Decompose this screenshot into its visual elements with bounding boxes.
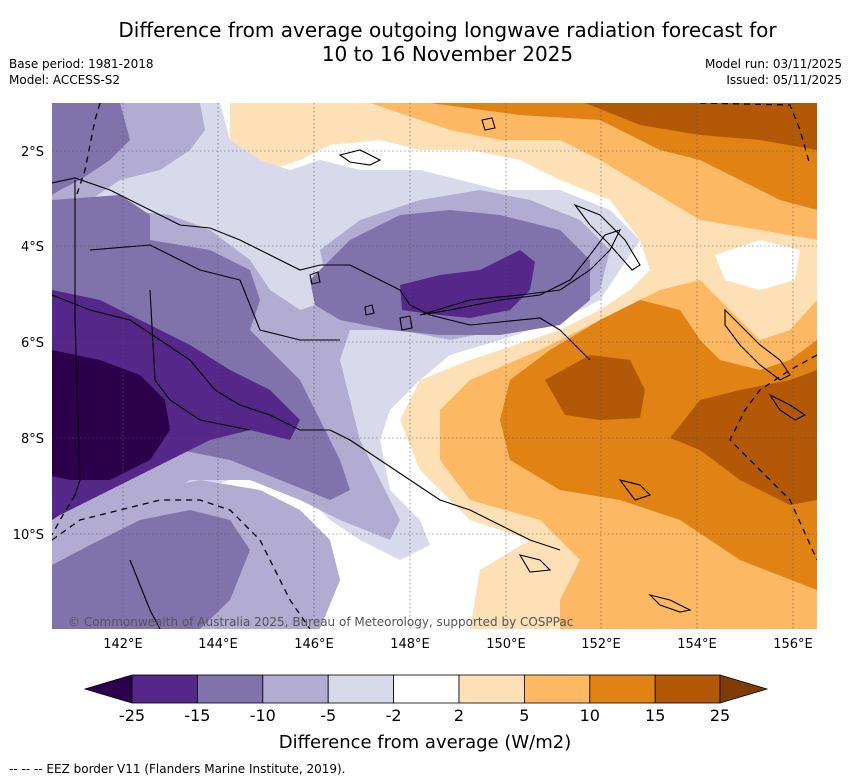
colorbar-tick: 5 (519, 706, 529, 725)
lon-label: 142°E (103, 637, 143, 652)
trobriand (518, 554, 552, 573)
contour-positive-10-15 (430, 103, 817, 590)
contour-neutral-island (715, 240, 800, 290)
province-border-2 (239, 279, 340, 341)
gridlines (52, 103, 817, 629)
contour-negative-10-15-center (310, 210, 590, 335)
colorbar-title: Difference from average (W/m2) (279, 732, 571, 753)
lat-label: 2°S (21, 145, 44, 160)
title-line-1: Difference from average outgoing longwav… (118, 18, 777, 42)
map-title: Difference from average outgoing longwav… (0, 18, 850, 66)
border-png-indonesia (74, 180, 81, 496)
lat-label: 6°S (21, 336, 44, 351)
colorbar-segment (196, 674, 264, 704)
manus (481, 117, 496, 131)
model-name: Model: ACCESS-S2 (9, 73, 121, 87)
colorbar-tick: 15 (645, 706, 665, 725)
d-entrecasteaux (618, 479, 652, 501)
eez-borders (52, 103, 817, 629)
lon-label: 152°E (581, 637, 621, 652)
colorbar-segment (524, 674, 591, 704)
lon-label: 148°E (390, 637, 430, 652)
colorbar-segment (131, 674, 198, 704)
new-guinea-south-coast (52, 294, 561, 551)
colorbar: -25 -15 -10 -5 -2 2 5 10 15 25 Differenc… (83, 674, 769, 753)
colorbar-segment (458, 674, 525, 704)
copyright-notice: © Commonwealth of Australia 2025, Bureau… (68, 615, 573, 629)
contour-positive-15-25-east (670, 370, 817, 505)
lon-label: 156°E (773, 637, 813, 652)
colorbar-tick: -10 (250, 706, 276, 725)
lat-label: 10°S (13, 528, 44, 543)
solomon-islands (768, 393, 807, 421)
contour-positive-15-25-north (585, 103, 817, 150)
colorbar-tick: -15 (184, 706, 210, 725)
province-border-3 (89, 244, 241, 281)
meta-right: Model run: 03/11/2025 Issued: 05/11/2025 (705, 56, 842, 88)
base-period: Base period: 1981-2018 (9, 57, 154, 71)
lon-label: 154°E (677, 637, 717, 652)
long-island (364, 304, 375, 316)
colorbar-segment (589, 674, 656, 704)
colorbar-tick: -5 (320, 706, 336, 725)
anomaly-contours (52, 103, 817, 629)
colorbar-segment (654, 674, 721, 704)
umboi (399, 315, 413, 331)
lon-label: 144°E (198, 637, 238, 652)
colorbar-tick: 10 (580, 706, 600, 725)
colorbar-tick: -2 (386, 706, 402, 725)
latitude-labels: 2°S 4°S 6°S 8°S 10°S (13, 145, 44, 543)
lon-label: 150°E (486, 637, 526, 652)
louisiade (648, 593, 692, 613)
lat-label: 8°S (21, 432, 44, 447)
colorbar-segment (327, 674, 395, 704)
coastlines (52, 117, 807, 629)
meta-left: Base period: 1981-2018 Model: ACCESS-S2 (9, 56, 154, 88)
issued-date: Issued: 05/11/2025 (726, 73, 842, 87)
colorbar-extend-low (83, 674, 133, 704)
longitude-labels: 142°E 144°E 146°E 148°E 150°E 152°E 154°… (103, 637, 813, 652)
new-britain (419, 229, 622, 316)
bougainville (724, 308, 791, 381)
lat-label: 4°S (21, 240, 44, 255)
colorbar-extend-high (719, 674, 769, 704)
eez-south-west (52, 499, 311, 629)
new-ireland (573, 203, 641, 271)
contour-negative-15-25-center (400, 250, 535, 318)
colorbar-segment (393, 674, 460, 704)
australia-cape-york (129, 559, 161, 629)
model-run: Model run: 03/11/2025 (704, 57, 842, 71)
contour-positive-15-25 (545, 355, 645, 420)
eez-legend: -- -- -- EEZ border V11 (Flanders Marine… (9, 762, 346, 776)
karkar (309, 271, 321, 285)
colorbar-segment (262, 674, 329, 704)
eez-east (729, 354, 817, 561)
contour-negative-5-10-south (52, 510, 250, 629)
province-border-1 (149, 289, 251, 431)
colorbar-tick: 2 (454, 706, 464, 725)
contour-negative-lt-25 (52, 350, 170, 480)
colorbar-tick: -25 (119, 706, 145, 725)
title-line-2: 10 to 16 November 2025 (321, 42, 574, 66)
contour-negative-10-15 (52, 103, 130, 195)
new-guinea-north-coast (52, 177, 591, 361)
lon-label: 146°E (294, 637, 334, 652)
eez-north-east (699, 103, 811, 166)
colorbar-tick: 25 (710, 706, 730, 725)
